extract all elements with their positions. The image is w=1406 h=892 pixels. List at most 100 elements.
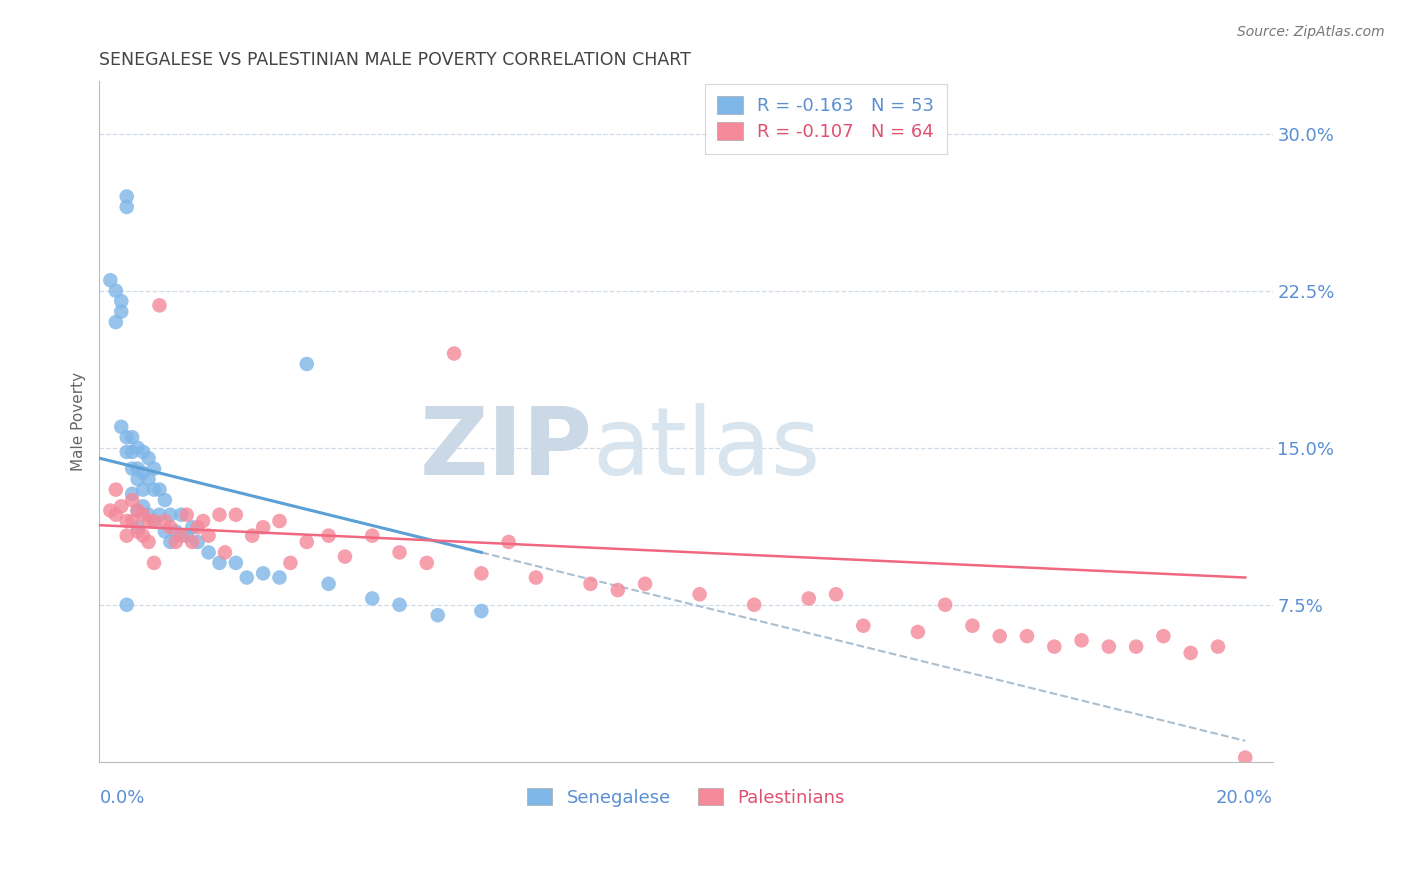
Point <box>852 618 875 632</box>
Point <box>333 549 356 564</box>
Point <box>121 445 143 459</box>
Point <box>143 514 166 528</box>
Point <box>127 503 149 517</box>
Point <box>115 189 138 203</box>
Legend: Senegalese, Palestinians: Senegalese, Palestinians <box>520 780 852 814</box>
Point <box>269 570 291 584</box>
Point <box>295 357 318 371</box>
Point <box>170 529 193 543</box>
Point <box>318 529 340 543</box>
Point <box>252 520 274 534</box>
Point <box>132 529 155 543</box>
Point <box>280 556 302 570</box>
Point <box>115 598 138 612</box>
Point <box>176 529 198 543</box>
Text: 20.0%: 20.0% <box>1216 789 1272 806</box>
Point <box>121 461 143 475</box>
Point <box>689 587 711 601</box>
Point <box>1152 629 1174 643</box>
Point <box>132 466 155 480</box>
Point <box>110 304 132 318</box>
Point <box>240 529 263 543</box>
Point <box>524 570 547 584</box>
Point <box>159 520 181 534</box>
Point <box>426 608 449 623</box>
Point <box>127 441 149 455</box>
Point <box>148 483 170 497</box>
Point <box>110 419 132 434</box>
Point <box>443 346 465 360</box>
Text: SENEGALESE VS PALESTINIAN MALE POVERTY CORRELATION CHART: SENEGALESE VS PALESTINIAN MALE POVERTY C… <box>100 51 692 69</box>
Point <box>104 315 127 329</box>
Point <box>165 524 187 539</box>
Point <box>98 273 121 287</box>
Point <box>197 529 219 543</box>
Point <box>98 503 121 517</box>
Text: Source: ZipAtlas.com: Source: ZipAtlas.com <box>1237 25 1385 39</box>
Text: atlas: atlas <box>592 403 820 495</box>
Point <box>143 483 166 497</box>
Point <box>181 535 204 549</box>
Point <box>104 508 127 522</box>
Point <box>121 430 143 444</box>
Point <box>181 520 204 534</box>
Point <box>132 445 155 459</box>
Point <box>416 556 439 570</box>
Point <box>176 508 198 522</box>
Point <box>1234 750 1257 764</box>
Point <box>962 618 984 632</box>
Point <box>225 556 247 570</box>
Point <box>153 514 176 528</box>
Point <box>797 591 820 606</box>
Point <box>235 570 257 584</box>
Point <box>115 445 138 459</box>
Point <box>1043 640 1066 654</box>
Point <box>208 508 231 522</box>
Point <box>138 535 160 549</box>
Point <box>127 520 149 534</box>
Point <box>988 629 1011 643</box>
Point <box>295 535 318 549</box>
Point <box>225 508 247 522</box>
Point <box>110 294 132 309</box>
Point <box>1206 640 1229 654</box>
Point <box>138 508 160 522</box>
Point <box>907 624 929 639</box>
Point <box>388 598 411 612</box>
Point <box>498 535 520 549</box>
Y-axis label: Male Poverty: Male Poverty <box>72 372 86 471</box>
Point <box>187 520 209 534</box>
Point <box>214 545 236 559</box>
Point <box>115 430 138 444</box>
Point <box>197 545 219 559</box>
Point <box>153 524 176 539</box>
Point <box>579 577 602 591</box>
Point <box>115 200 138 214</box>
Point <box>132 483 155 497</box>
Point <box>138 451 160 466</box>
Point <box>143 461 166 475</box>
Point <box>132 500 155 514</box>
Point <box>361 529 384 543</box>
Point <box>104 284 127 298</box>
Point <box>115 514 138 528</box>
Point <box>143 556 166 570</box>
Point <box>138 472 160 486</box>
Point <box>361 591 384 606</box>
Point <box>318 577 340 591</box>
Point <box>470 604 492 618</box>
Point <box>606 583 628 598</box>
Point <box>165 535 187 549</box>
Point <box>208 556 231 570</box>
Point <box>132 508 155 522</box>
Point <box>934 598 956 612</box>
Point <box>148 298 170 312</box>
Text: ZIP: ZIP <box>419 403 592 495</box>
Point <box>1125 640 1147 654</box>
Point <box>470 566 492 581</box>
Point <box>148 508 170 522</box>
Point <box>1015 629 1038 643</box>
Point <box>127 524 149 539</box>
Point <box>110 500 132 514</box>
Point <box>634 577 657 591</box>
